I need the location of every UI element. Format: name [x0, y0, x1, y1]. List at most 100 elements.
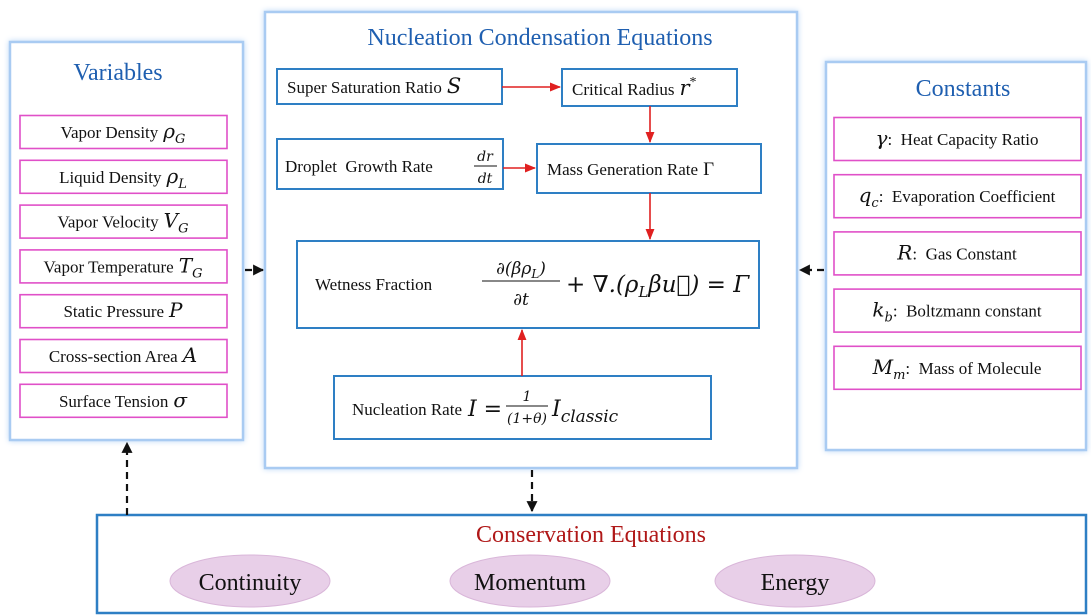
- constant-label: γ: Heat Capacity Ratio: [875, 126, 1038, 150]
- constant-label: kb: Boltzmann constant: [872, 298, 1041, 326]
- equation-label: Energy: [761, 570, 830, 596]
- variable-box: [19, 114, 228, 150]
- constants-panel: Constants γ: Heat Capacity Ratio qc: Evap…: [824, 60, 1088, 452]
- conservation-panel: Conservation Equations Continuity Momentu…: [95, 513, 1088, 615]
- symbol: P: [168, 298, 183, 322]
- variable-label: Vapor Temperature TG: [44, 253, 203, 281]
- nucleation-rate-label: Nucleation Rate: [352, 400, 462, 419]
- symbol: A: [181, 343, 197, 367]
- eq-part: ) = Γ: [689, 272, 750, 298]
- wetness-box: [296, 240, 760, 329]
- label-text: Vapor Velocity: [57, 213, 159, 232]
- eq-sub: L: [637, 283, 648, 301]
- label-text: Cross-section Area: [49, 347, 178, 366]
- constant-label: R: Gas Constant: [896, 240, 1017, 264]
- fraction-denominator: dt: [478, 171, 493, 187]
- eq-part: ∂(βρ: [496, 259, 531, 279]
- fraction-numerator: dr: [477, 149, 494, 165]
- panel-title: Nucleation Condensation Equations: [367, 25, 712, 51]
- equation-label: Momentum: [474, 570, 586, 596]
- mass-generation-label: Mass Generation Rate Γ: [547, 159, 714, 180]
- panel-box: [8, 40, 245, 442]
- constant-box: [833, 288, 1082, 333]
- constant-label: qc: Evaporation Coefficient: [859, 183, 1056, 211]
- constant-list: γ: Heat Capacity Ratio qc: Evaporation Co…: [833, 116, 1082, 391]
- symbol: q: [859, 183, 872, 207]
- mass-generation-box: [536, 143, 762, 194]
- subscript: L: [177, 177, 187, 192]
- symbol: k: [872, 298, 884, 322]
- eq-part: u⃗: [662, 272, 691, 298]
- super-saturation-box: [276, 68, 503, 105]
- symbol: Γ: [703, 159, 714, 180]
- label-text: : Gas Constant: [912, 244, 1017, 263]
- constant-box: [833, 231, 1082, 276]
- critical-radius-box: [561, 68, 738, 107]
- critical-radius-label: Critical Radius r*: [572, 75, 697, 100]
- variable-box: [19, 383, 228, 419]
- fraction-numerator: ∂(βρL): [496, 259, 546, 281]
- symbol: S: [447, 74, 461, 98]
- label-text: Mass Generation Rate: [547, 160, 698, 179]
- label-text: Liquid Density: [59, 168, 162, 187]
- variable-box: [19, 249, 228, 284]
- symbol: r: [679, 76, 691, 100]
- label-text: : Heat Capacity Ratio: [887, 130, 1038, 149]
- variable-box: [19, 338, 228, 374]
- equation-ellipse: [714, 554, 876, 608]
- equation-lhs: I =: [467, 397, 502, 422]
- label-text: Static Pressure: [63, 302, 164, 321]
- nucleation-panel: Nucleation Condensation Equations Super …: [263, 10, 799, 470]
- superscript: *: [690, 75, 697, 90]
- symbol: V: [164, 209, 181, 233]
- constant-box: [833, 173, 1082, 219]
- variable-label: Static Pressure P: [63, 298, 183, 322]
- subscript: classic: [561, 407, 619, 427]
- variable-box: [19, 159, 228, 195]
- wetness-label: Wetness Fraction: [315, 275, 433, 294]
- equation-rhs: + ∇.(ρLβu⃗) = Γ: [566, 272, 750, 301]
- eq-part: ): [538, 259, 546, 279]
- symbol: ρ: [162, 119, 175, 143]
- subscript: G: [192, 266, 202, 281]
- subscript: c: [871, 196, 879, 211]
- fraction-numerator: 1: [523, 389, 532, 405]
- label-text: : Evaporation Coefficient: [879, 187, 1056, 206]
- subscript: G: [178, 222, 188, 237]
- symbol: R: [896, 240, 912, 264]
- symbol: T: [179, 253, 194, 277]
- droplet-growth-label: Droplet Growth Rate: [285, 157, 433, 176]
- label-text: Critical Radius: [572, 80, 674, 99]
- label-text: Vapor Temperature: [44, 257, 174, 276]
- panel-title: Constants: [916, 76, 1011, 102]
- equation-ellipse: [169, 554, 331, 608]
- label-text: Surface Tension: [59, 392, 169, 411]
- eq-part: β: [647, 272, 661, 298]
- symbol: M: [872, 355, 894, 379]
- equation-label: Continuity: [199, 570, 302, 596]
- subscript: m: [893, 368, 905, 383]
- variable-label: Vapor Velocity VG: [57, 209, 188, 237]
- variable-label: Vapor Density ρG: [61, 119, 186, 147]
- variable-box: [19, 204, 228, 239]
- eq-sub: L: [530, 267, 539, 281]
- eq-part: + ∇.(ρ: [566, 272, 639, 298]
- subscript: G: [175, 132, 185, 147]
- variable-label: Surface Tension σ: [59, 388, 188, 412]
- fraction-denominator: ∂t: [513, 290, 529, 310]
- droplet-growth-box: [276, 138, 504, 190]
- label-text: : Mass of Molecule: [905, 359, 1041, 378]
- label-text: Super Saturation Ratio: [287, 78, 442, 97]
- label-text: Vapor Density: [61, 123, 159, 142]
- label-text: : Boltzmann constant: [893, 302, 1042, 321]
- variable-label: Cross-section Area A: [49, 343, 197, 367]
- constant-label: Mm: Mass of Molecule: [872, 355, 1042, 383]
- panel-title: Conservation Equations: [476, 522, 706, 548]
- symbol: ρ: [166, 164, 179, 188]
- symbol: γ: [875, 126, 887, 150]
- symbol: σ: [173, 388, 188, 412]
- variable-box: [19, 293, 228, 329]
- equation-rhs: Iclassic: [551, 397, 619, 427]
